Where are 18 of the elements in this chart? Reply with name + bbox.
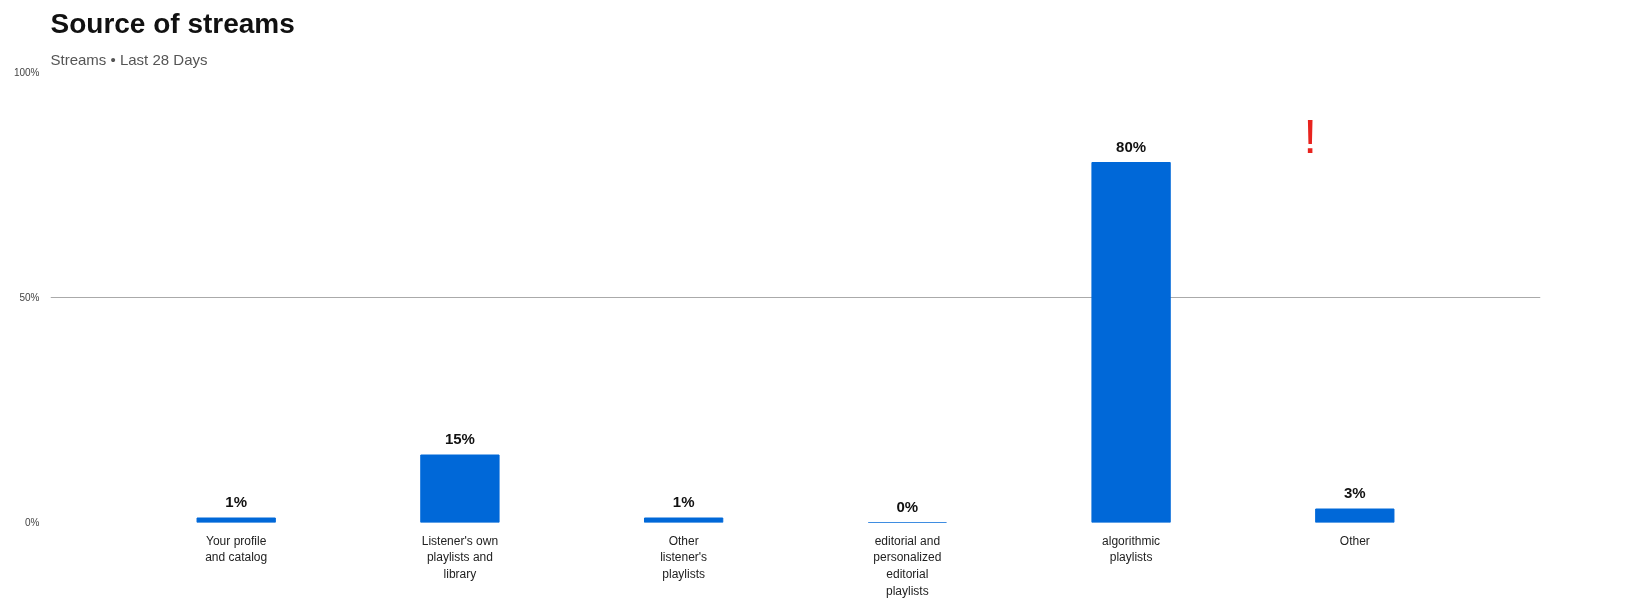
y-tick-label: 50% (19, 292, 40, 303)
chart-subtitle: Streams • Last 28 Days (50, 50, 208, 68)
data-label: 1% (672, 493, 695, 510)
data-label: 15% (444, 430, 475, 447)
annotation: ! (1303, 109, 1317, 163)
data-label: 0% (896, 497, 919, 515)
y-tick-label: 100% (13, 67, 40, 78)
x-tick-label: Other listener's playlists (660, 533, 708, 582)
x-tick-label: Other (1339, 533, 1370, 548)
data-label: 1% (225, 493, 248, 510)
y-tick-label: 0% (25, 517, 40, 528)
x-tick-label: Listener's own playlists and library (421, 533, 499, 582)
data-label: 80% (1116, 137, 1147, 155)
x-tick-label: editorial and personalized editorial playlists (873, 533, 942, 598)
x-tick-label: algorithmic playlists (1102, 533, 1161, 565)
data-label: 3% (1343, 484, 1366, 501)
x-tick-label: Your profile and catalog (205, 533, 268, 565)
chart-title: Source of streams (50, 7, 295, 39)
